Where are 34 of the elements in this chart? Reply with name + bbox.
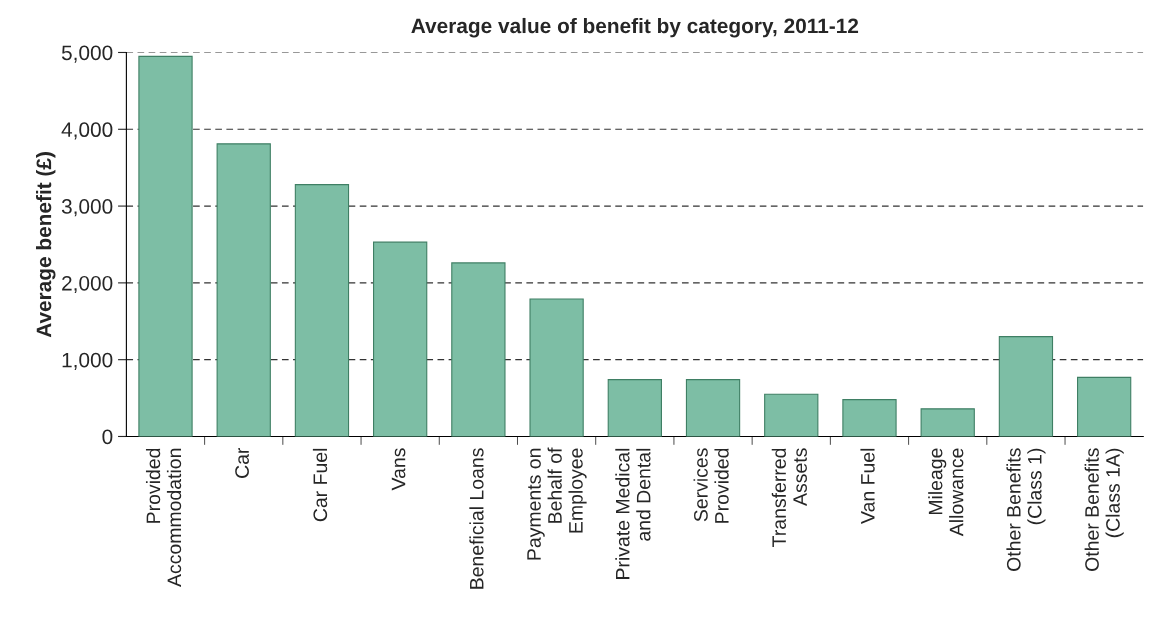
- x-tick-label: Provided Accommodation: [145, 448, 182, 587]
- x-tick-label: Other Benefits (Class 1A): [1084, 448, 1124, 571]
- bar: [529, 298, 584, 437]
- bar: [842, 399, 897, 437]
- bar: [294, 184, 350, 437]
- x-tick-label: Private Medical and Dental: [615, 448, 651, 579]
- x-tick-label: Van Fuel: [860, 448, 875, 524]
- bar: [998, 336, 1054, 437]
- y-tick-label: 2,000: [62, 275, 113, 294]
- chart-title: Average value of benefit by category, 2011-12: [411, 17, 859, 38]
- bar: [373, 241, 428, 437]
- x-tick-label: Payments on Behalf of Employee: [527, 447, 587, 560]
- bar: [451, 262, 506, 437]
- x-tick-label: Car: [235, 447, 249, 478]
- bar: [920, 408, 975, 437]
- x-tick-label: Car Fuel: [312, 448, 328, 522]
- y-tick-label: 0: [102, 429, 113, 445]
- y-axis-title: Average benefit (£): [36, 152, 56, 338]
- x-tick-label: Other Benefits (Class 1): [1006, 448, 1046, 571]
- bar: [685, 379, 741, 437]
- x-tick-label: Vans: [391, 448, 406, 491]
- bar: [764, 393, 819, 437]
- x-tick-label: Beneficial Loans: [469, 448, 484, 589]
- bar: [138, 55, 193, 437]
- x-tick-label: Mileage Allowance: [928, 448, 964, 537]
- y-tick-label: 3,000: [61, 199, 113, 217]
- x-tick-label: Services Provided: [693, 448, 729, 523]
- bar: [216, 143, 271, 437]
- bar: [607, 379, 662, 437]
- y-tick-label: 1,000: [62, 352, 113, 370]
- y-tick-label: 5,000: [61, 45, 113, 63]
- y-tick-label: 4,000: [61, 122, 113, 140]
- x-tick-label: Transferred Assets: [771, 448, 807, 547]
- bar: [1076, 376, 1132, 437]
